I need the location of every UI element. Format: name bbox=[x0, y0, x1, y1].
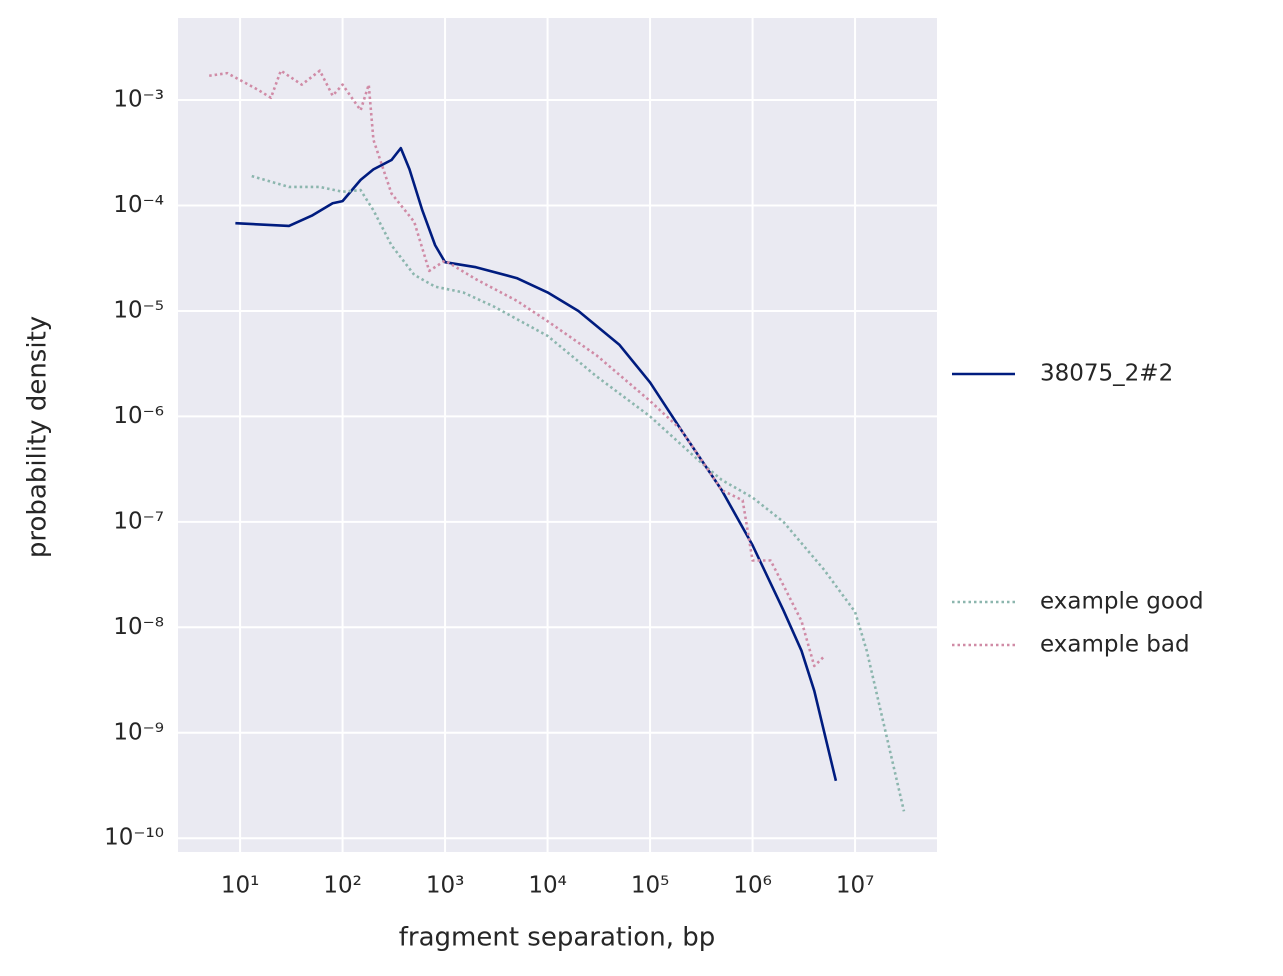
y-tick-label: 10⁻⁵ bbox=[113, 297, 164, 323]
x-tick-label: 10⁴ bbox=[528, 873, 567, 899]
legend-label: example good bbox=[1040, 589, 1204, 615]
x-tick-label: 10⁶ bbox=[733, 873, 772, 899]
y-tick-label: 10⁻⁴ bbox=[113, 192, 164, 218]
y-tick-label: 10⁻⁸ bbox=[113, 614, 164, 640]
x-tick-label: 10¹ bbox=[221, 873, 260, 899]
x-tick-label: 10³ bbox=[426, 873, 465, 899]
series-line bbox=[235, 146, 838, 782]
plot-area bbox=[178, 18, 937, 852]
x-tick-label: 10⁷ bbox=[836, 873, 875, 899]
legend-label: 38075_2#2 bbox=[1040, 361, 1173, 387]
x-tick-label: 10⁵ bbox=[631, 873, 670, 899]
x-axis-label: fragment separation, bp bbox=[399, 923, 715, 953]
legend-label: example bad bbox=[1040, 632, 1190, 658]
x-tick-label: 10² bbox=[323, 873, 362, 899]
y-tick-label: 10⁻⁶ bbox=[113, 403, 164, 429]
lines bbox=[209, 69, 906, 812]
y-axis-label: probability density bbox=[23, 316, 53, 558]
y-tick-label: 10⁻³ bbox=[113, 87, 164, 113]
labels: 10¹ 10² 10³ 10⁴ 10⁵ 10⁶ 10⁷ 10⁻³ 10⁻⁴ 10⁻⁵ 10⁻⁶ 10⁻… bbox=[104, 87, 874, 899]
grid bbox=[178, 18, 937, 852]
y-tick-label: 10⁻⁹ bbox=[113, 719, 164, 745]
y-tick-label: 10⁻⁷ bbox=[113, 508, 164, 534]
y-tick-label: 10⁻¹⁰ bbox=[104, 825, 164, 851]
